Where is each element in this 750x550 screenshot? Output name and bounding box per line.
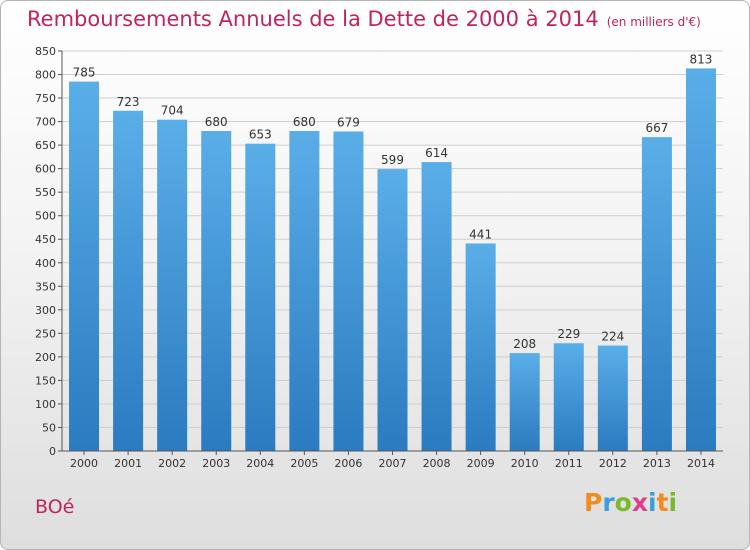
x-tick-label: 2004 [246,457,274,470]
town-name: BOé [35,496,75,518]
bar [509,353,540,451]
x-tick-label: 2003 [202,457,230,470]
x-tick-label: 2010 [511,457,539,470]
y-tick-label: 750 [35,92,56,105]
bar [157,119,188,452]
x-tick-label: 2014 [687,457,715,470]
x-tick-label: 2006 [334,457,362,470]
data-label: 441 [469,227,492,241]
bar [641,137,672,451]
chart-unit: (en milliers d'€) [606,15,701,29]
bar [333,131,364,451]
y-tick-label: 150 [35,374,56,387]
x-tick-label: 2008 [423,457,451,470]
logo-letter: P [584,488,603,517]
x-tick-label: 2009 [467,457,495,470]
y-tick-label: 100 [35,398,56,411]
chart-title-text: Remboursements Annuels de la Dette de 20… [27,7,599,31]
x-tick-label: 2005 [290,457,318,470]
data-label: 723 [117,95,140,109]
y-tick-label: 850 [35,45,56,58]
y-tick-label: 550 [35,186,56,199]
logo-letter: i [648,488,657,517]
logo-letter: r [602,488,615,517]
data-label: 667 [645,121,668,135]
y-tick-label: 0 [49,445,56,458]
bar [377,169,408,451]
y-tick-label: 800 [35,69,56,82]
data-label: 785 [73,66,96,80]
y-tick-label: 500 [35,210,56,223]
bar [465,243,496,451]
data-label: 680 [205,115,228,129]
data-label: 704 [161,104,184,118]
y-tick-label: 250 [35,327,56,340]
y-tick-label: 400 [35,257,56,270]
x-tick-label: 2012 [599,457,627,470]
x-tick-label: 2011 [555,457,583,470]
bar [245,143,276,452]
data-label: 224 [601,330,624,344]
data-label: 680 [293,115,316,129]
y-tick-label: 450 [35,233,56,246]
bar [553,343,584,451]
proxiti-logo: Proxiti [584,488,677,517]
x-tick-label: 2013 [643,457,671,470]
x-tick-label: 2002 [158,457,186,470]
y-tick-label: 700 [35,116,56,129]
bars: 785 723 704 680 653 680 679 599 614 441 208 229 224 6… [69,52,716,452]
y-tick-label: 50 [42,421,56,434]
data-label: 208 [513,337,536,351]
data-label: 614 [425,146,448,160]
bar [597,345,628,451]
bar [289,131,320,451]
logo-letter: x [631,488,648,517]
data-label: 679 [337,115,360,129]
bar [685,68,716,451]
data-label: 813 [690,52,713,66]
bar [421,162,452,451]
data-label: 653 [249,128,272,142]
logo-letter: t [656,488,669,517]
logo-letter: i [668,488,678,517]
data-label: 599 [381,153,404,167]
bar [201,131,232,451]
x-tick-label: 2007 [379,457,407,470]
x-tick-label: 2000 [70,457,98,470]
y-tick-label: 300 [35,304,56,317]
bar [69,81,100,452]
data-label: 229 [557,327,580,341]
y-tick-label: 600 [35,163,56,176]
y-tick-label: 350 [35,280,56,293]
logo-letter: o [614,488,632,517]
axes: 0 50 100 150 200 250 300 350 400 450 500 550 600 650 7… [35,45,723,470]
x-tick-label: 2001 [114,457,142,470]
y-tick-label: 650 [35,139,56,152]
chart-title: Remboursements Annuels de la Dette de 20… [27,7,701,31]
y-tick-label: 200 [35,351,56,364]
bar [113,110,144,451]
